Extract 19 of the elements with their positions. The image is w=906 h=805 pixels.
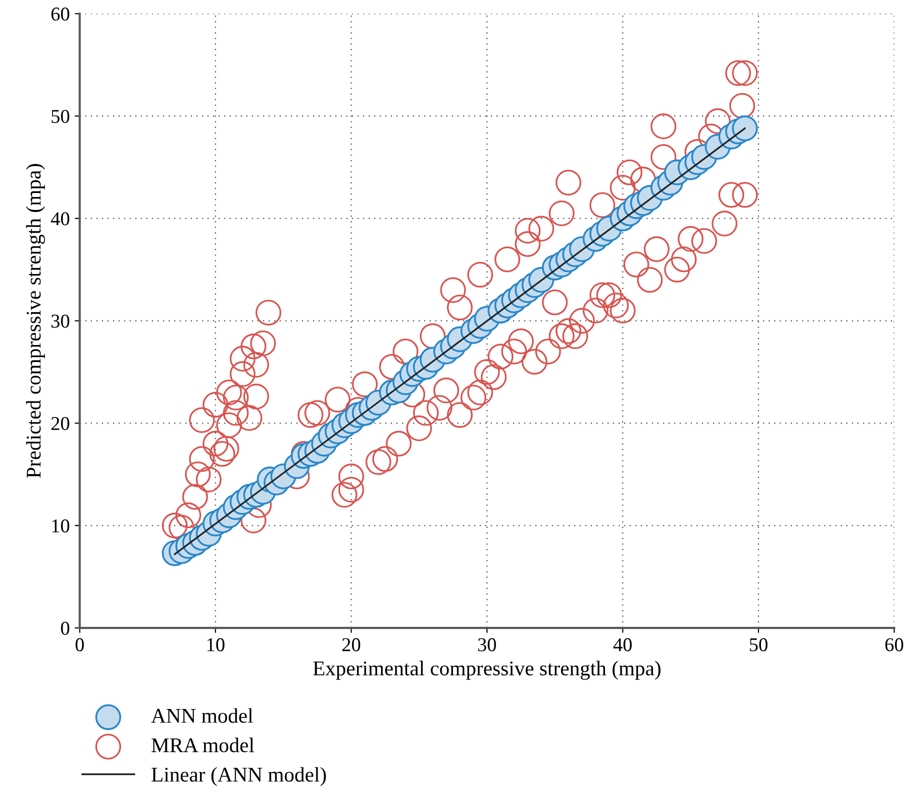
x-tick-label: 60 <box>885 638 904 652</box>
y-tick-label: 20 <box>51 416 70 430</box>
y-tick-label: 10 <box>52 519 70 532</box>
y-tick-label: 0 <box>61 622 70 635</box>
y-tick-label: 60 <box>51 8 70 21</box>
legend-label: Linear (ANN model) <box>152 767 326 786</box>
y-axis-title: Predicted compressive strength (mpa) <box>26 164 46 478</box>
y-tick-label: 50 <box>52 110 70 123</box>
x-tick-label: 20 <box>342 638 360 652</box>
x-tick-label: 40 <box>613 638 632 652</box>
y-tick-label: 30 <box>51 314 70 328</box>
x-tick-label: 10 <box>207 638 224 652</box>
legend-label: ANN model <box>151 708 253 723</box>
x-tick-label: 50 <box>750 638 768 652</box>
x-tick-label: 30 <box>478 638 496 652</box>
x-tick-label: 0 <box>76 638 84 652</box>
x-axis-title: Experimental compressive strength (mpa) <box>313 660 660 680</box>
legend-label: MRA model <box>152 738 254 752</box>
y-tick-label: 40 <box>50 212 70 226</box>
